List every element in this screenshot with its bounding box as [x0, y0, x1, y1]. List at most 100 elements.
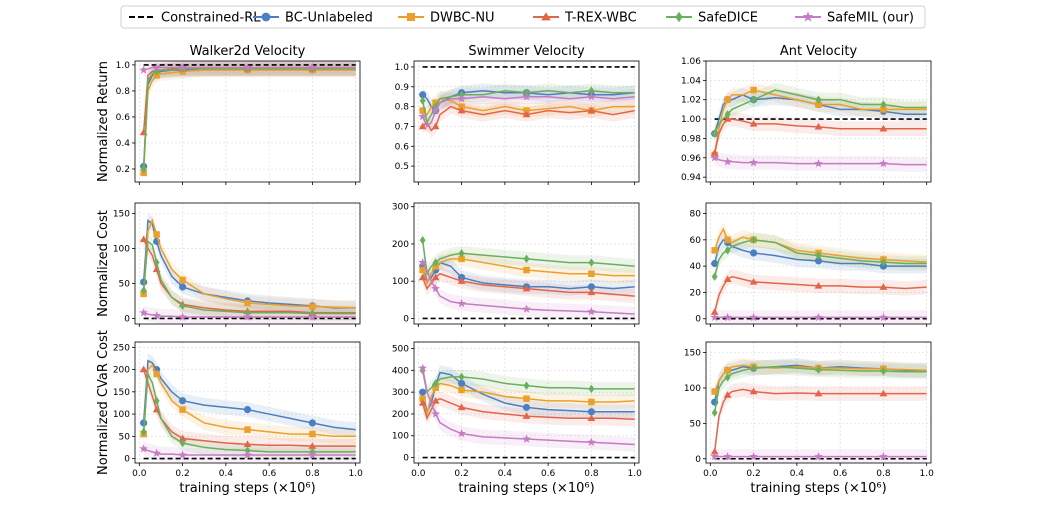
data-point-t-rex-wbc: [814, 281, 823, 289]
data-point-safemil-our: [418, 258, 427, 267]
data-point-safedice: [432, 379, 439, 388]
y-tick-label: 100: [113, 244, 130, 254]
data-point-dwbc-nu: [244, 426, 251, 433]
y-tick-label: 0.5: [395, 162, 409, 172]
data-point-t-rex-wbc: [879, 389, 888, 397]
plot-frame: [705, 202, 932, 325]
data-point-bc-unlabeled: [522, 403, 531, 411]
panel-2-2: 0 100 200 300: [392, 202, 640, 327]
data-point-t-rex-wbc: [418, 273, 427, 281]
data-point-safemil-our: [710, 312, 719, 322]
data-point-t-rex-wbc: [587, 106, 596, 114]
data-point-safedice: [724, 110, 731, 119]
data-point-dwbc-nu: [153, 370, 160, 378]
data-point-safedice: [815, 365, 822, 374]
legend-label-safedice: SafeDICE: [698, 11, 758, 26]
data-point-dwbc-nu: [179, 406, 186, 413]
series-line-safemil-our: [143, 66, 356, 71]
series-line-t-rex-wbc: [713, 388, 927, 452]
data-point-bc-unlabeled: [419, 388, 427, 396]
series-line-t-rex-wbc: [142, 239, 356, 314]
data-point-dwbc-nu: [523, 395, 530, 402]
data-point-safedice: [724, 246, 731, 255]
data-point-t-rex-wbc: [418, 399, 427, 406]
y-tick-label: 500: [392, 345, 409, 355]
data-point-dwbc-nu: [711, 247, 718, 254]
plot-frame: [134, 341, 361, 464]
data-point-safemil-our: [152, 448, 161, 457]
data-point-safedice: [458, 372, 465, 382]
data-point-t-rex-wbc: [431, 396, 440, 404]
x-tick-label: 0.2: [175, 469, 189, 479]
data-point-dwbc-nu: [724, 96, 731, 103]
band-bc-unlabeled: [143, 61, 356, 174]
legend-label-safemil-our: SafeMIL (our): [827, 11, 914, 26]
data-point-dwbc-nu: [458, 255, 465, 263]
y-tick-label: 0.94: [681, 173, 701, 183]
x-axis-label: training steps (×10⁶): [458, 481, 594, 496]
data-point-safedice: [140, 164, 147, 174]
data-point-safemil-our: [522, 434, 531, 443]
band-t-rex-wbc: [143, 232, 356, 321]
y-tick-label: 0: [124, 455, 130, 465]
data-point-dwbc-nu: [458, 386, 465, 394]
data-point-safemil-our: [418, 363, 427, 372]
data-point-bc-unlabeled: [814, 257, 823, 265]
data-point-t-rex-wbc: [710, 447, 719, 455]
y-tick-label: 0.6: [116, 113, 131, 123]
data-point-dwbc-nu: [179, 276, 186, 284]
y-tick-label: 100: [113, 410, 130, 420]
data-point-t-rex-wbc: [749, 278, 758, 285]
legend-marker-dwbc-nu: [407, 13, 415, 21]
data-point-safedice: [419, 236, 426, 245]
data-point-t-rex-wbc: [178, 434, 187, 442]
data-point-t-rex-wbc: [587, 288, 596, 296]
data-point-safedice: [750, 363, 757, 373]
y-tick-label: 40: [690, 262, 702, 272]
series-line-safedice: [421, 370, 635, 394]
data-point-safedice: [880, 366, 887, 376]
data-point-safedice: [588, 384, 595, 394]
band-bc-unlabeled: [422, 365, 635, 420]
series-line-safedice: [713, 366, 927, 413]
band-t-rex-wbc: [143, 362, 356, 454]
x-tick-label: 0.8: [876, 469, 891, 479]
y-tick-label: 0.8: [395, 103, 410, 113]
data-point-t-rex-wbc: [710, 149, 719, 156]
band-dwbc-nu: [422, 91, 635, 122]
data-point-bc-unlabeled: [711, 259, 719, 268]
legend-label-constrained-rl: Constrained-RL: [161, 11, 261, 26]
y-tick-label: 80: [690, 210, 702, 220]
legend-marker-safedice: [675, 11, 683, 23]
data-point-t-rex-wbc: [457, 403, 466, 411]
data-point-safedice: [880, 257, 887, 267]
data-point-safedice: [419, 96, 426, 105]
data-point-safemil-our: [308, 450, 317, 459]
data-point-safemil-our: [418, 111, 427, 121]
y-tick-label: 0.4: [116, 139, 131, 149]
data-point-bc-unlabeled: [179, 283, 187, 291]
data-point-safedice: [523, 381, 530, 390]
y-tick-label: 200: [113, 366, 130, 376]
data-point-safedice: [815, 251, 822, 260]
series-line-bc-unlabeled: [142, 359, 356, 431]
band-safemil-our: [422, 89, 635, 134]
y-tick-label: 150: [113, 209, 130, 219]
band-safemil-our: [143, 441, 356, 463]
data-point-bc-unlabeled: [308, 419, 316, 427]
data-point-safemil-our: [152, 62, 161, 72]
band-dwbc-nu: [714, 222, 927, 270]
data-point-safemil-our: [308, 62, 317, 72]
band-safedice: [422, 363, 635, 400]
band-safemil-our: [714, 150, 927, 172]
data-point-t-rex-wbc: [814, 389, 823, 397]
panel-title: Walker2d Velocity: [190, 44, 306, 59]
data-point-safedice: [750, 95, 757, 104]
y-tick-label: 0.8: [116, 87, 131, 97]
y-tick-label: 0: [403, 314, 409, 324]
series-line-safemil-our: [421, 95, 635, 128]
band-safedice: [714, 359, 927, 421]
series-line-dwbc-nu: [142, 218, 356, 309]
y-tick-label: 0: [403, 454, 409, 464]
